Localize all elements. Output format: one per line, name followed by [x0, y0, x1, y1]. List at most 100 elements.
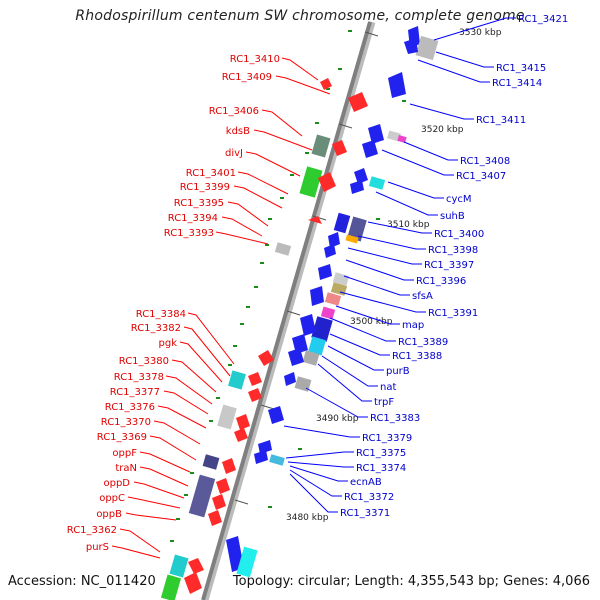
tick-mark [234, 499, 249, 505]
leader-line [111, 545, 161, 559]
gene-arrow [222, 458, 236, 474]
leader-line [139, 466, 189, 487]
gene-label: RC1_3391 [428, 308, 478, 319]
gene-block [228, 370, 246, 390]
gene-label: purS [86, 542, 109, 553]
position-mark [338, 68, 342, 70]
leader-line [409, 103, 474, 120]
leader-line [285, 451, 354, 459]
leader-line [329, 333, 390, 356]
gene-arrow [388, 72, 406, 98]
gene-label: RC1_3362 [67, 525, 117, 536]
leader-line [357, 235, 426, 250]
leader-line [215, 231, 269, 245]
gene-arrow [328, 232, 340, 248]
position-mark [305, 152, 309, 154]
right-gene-labels: RC1_3421 RC1_3415 RC1_3414 RC1_3411 RC1_… [340, 14, 568, 519]
gene-arrow [212, 494, 226, 510]
gene-label: divJ [225, 148, 243, 159]
gene-label: RC1_3375 [356, 448, 406, 459]
gene-label: RC1_3383 [370, 413, 420, 424]
gene-arrow [310, 286, 324, 306]
leader-line [119, 528, 161, 553]
leader-line [221, 216, 263, 237]
gene-label: RC1_3378 [114, 372, 164, 383]
position-mark [290, 174, 294, 176]
gene-block [299, 166, 323, 198]
leader-line [387, 181, 444, 199]
leader-line [171, 359, 217, 393]
leader-line [187, 312, 235, 365]
gene-block [415, 35, 439, 61]
gene-block [320, 306, 336, 320]
gene-block [347, 216, 367, 242]
gene-block [324, 292, 342, 306]
gene-label: RC1_3395 [174, 198, 224, 209]
leader-line [227, 201, 269, 227]
gene-label: RC1_3408 [460, 156, 510, 167]
leader-line [289, 473, 338, 513]
gene-block [308, 336, 326, 356]
gene-block [311, 134, 331, 158]
gene-block [294, 376, 312, 392]
leader-line [403, 141, 458, 161]
gene-label: oppF [112, 448, 137, 459]
leader-line [345, 259, 414, 281]
gene-block [311, 316, 333, 342]
gene-block [302, 350, 320, 366]
position-mark [326, 88, 330, 90]
gene-label: RC1_3393 [164, 228, 214, 239]
gene-label: RC1_3397 [424, 260, 474, 271]
leader-line [153, 420, 201, 445]
gene-label: RC1_3389 [398, 337, 448, 348]
gene-label: RC1_3411 [476, 115, 526, 126]
leader-line [281, 57, 319, 81]
position-mark [376, 218, 380, 220]
gene-label: RC1_3400 [434, 229, 484, 240]
gene-arrow [404, 38, 418, 54]
gene-arrow [362, 140, 378, 158]
position-mark [315, 122, 319, 124]
gene-label: RC1_3376 [105, 402, 155, 413]
gene-label: RC1_3384 [136, 309, 186, 320]
leader-line [125, 512, 177, 521]
leader-line [139, 451, 191, 473]
right-strand-features [226, 26, 439, 578]
position-mark [246, 306, 250, 308]
gene-block [274, 242, 292, 256]
position-mark [268, 218, 272, 220]
gene-arrow [248, 372, 262, 386]
gene-arrow [216, 478, 230, 494]
gene-label: RC1_3415 [496, 63, 546, 74]
gene-label: sfsA [412, 291, 433, 302]
leader-line [317, 363, 372, 402]
position-mark [228, 364, 232, 366]
gene-label: RC1_3414 [492, 78, 542, 89]
leader-line [289, 469, 342, 497]
gene-arrow [236, 414, 250, 430]
leader-line [327, 345, 384, 371]
position-mark [176, 518, 180, 520]
position-mark [209, 420, 213, 422]
gene-arrow [318, 264, 332, 280]
gene-label: suhB [440, 211, 465, 222]
map-title: Rhodospirillum centenum SW chromosome, c… [75, 8, 525, 24]
gene-label: RC1_3380 [119, 356, 169, 367]
label-leaders-right [283, 17, 516, 513]
gene-block [217, 404, 237, 430]
gene-arrow [368, 124, 384, 144]
leader-line [347, 247, 422, 265]
gene-arrow [332, 140, 347, 156]
accession-label: Accession: NC_011420 [8, 574, 156, 589]
gene-arrow [320, 78, 332, 90]
gene-label: RC1_3421 [518, 14, 568, 25]
chromosome-backbone [201, 21, 372, 600]
tick-label: 3500 kbp [350, 317, 393, 327]
gene-block [160, 574, 182, 600]
gene-block [188, 474, 216, 518]
gene-label: RC1_3406 [209, 106, 259, 117]
gene-arrow [248, 388, 262, 402]
leader-line [335, 305, 400, 325]
gene-block [345, 234, 359, 244]
leader-line [179, 341, 223, 383]
